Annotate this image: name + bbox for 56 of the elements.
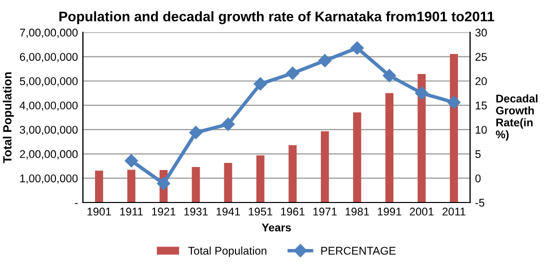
y-tick-label: 3,00,00,000: [20, 126, 78, 136]
chart-title: Population and decadal growth rate of Karnataka from1901 to2011: [59, 11, 494, 24]
point: [415, 86, 428, 100]
x-tick-label: 1981: [346, 208, 369, 216]
x-tick-label: 1941: [216, 208, 240, 216]
point: [124, 154, 138, 168]
point: [222, 118, 235, 131]
bar: [353, 112, 362, 202]
bar: [256, 155, 264, 202]
y-tick-label: -: [74, 203, 78, 204]
y2-tick-label: 5: [475, 150, 481, 158]
point: [350, 41, 364, 55]
bar: [224, 162, 232, 202]
x-tick-label: 2001: [410, 208, 434, 216]
point: [382, 69, 396, 82]
y2-tick-label: 25: [475, 52, 487, 61]
point: [447, 96, 461, 109]
bar: [450, 54, 458, 202]
y-axis-title: Total Population: [2, 72, 14, 164]
y2-tick-label: 0: [475, 174, 481, 182]
y-tick-label: 5,00,00,000: [20, 77, 78, 86]
bar: [385, 93, 394, 202]
y-tick-label: 7,00,00,000: [20, 28, 78, 38]
y-tick-label: 2,00,00,000: [20, 150, 78, 160]
y2-tick-label: 10: [476, 126, 487, 134]
y-tick-label: 4,00,00,000: [20, 102, 78, 111]
bar: [288, 145, 297, 202]
x-tick-label: 1961: [281, 208, 304, 216]
x-tick-label: 1971: [313, 208, 337, 216]
bar: [320, 131, 329, 202]
y2-axis-title: Decadal Growth Rate(in %): [496, 94, 538, 141]
y2-tick-label: 15: [476, 102, 487, 110]
y2-tick-label: 20: [475, 77, 487, 86]
x-tick-label: 2011: [442, 208, 466, 216]
bar: [127, 170, 136, 202]
bar: [192, 167, 200, 202]
y-tick-label: 1,00,00,000: [20, 174, 78, 184]
y2-tick-label: -5: [475, 198, 484, 207]
x-tick-label: 1931: [184, 208, 208, 216]
point: [189, 126, 202, 140]
point: [318, 54, 332, 68]
x-tick-label: 1921: [152, 208, 176, 216]
x-tick-label: 1951: [248, 208, 272, 216]
point: [254, 77, 267, 91]
legend-label: PERCENTAGE: [321, 246, 396, 255]
bar: [95, 170, 104, 202]
bar: [418, 74, 426, 202]
x-tick-label: 1991: [378, 208, 402, 216]
point: [157, 176, 170, 190]
x-tick-label: 1911: [120, 208, 143, 216]
x-tick-label: 1901: [88, 208, 111, 216]
y-tick-label: 6,00,00,000: [20, 52, 78, 62]
legend-label: Total Population: [188, 246, 266, 257]
x-axis-title: Years: [262, 224, 291, 232]
y2-tick-label: 30: [475, 28, 487, 37]
point: [286, 66, 300, 80]
